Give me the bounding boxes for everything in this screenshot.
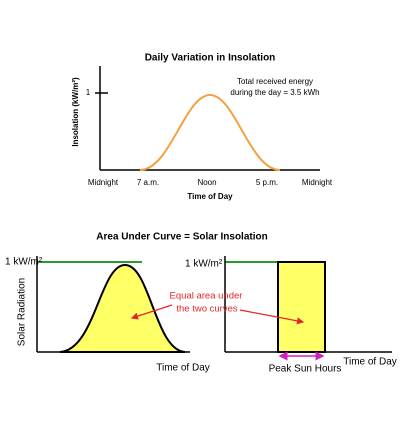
x-tick-label: 7 a.m. [137,178,159,187]
note: the two curves [176,304,237,315]
annotation: Total received energy [237,77,313,86]
x-axis-label: Time of Day [343,357,397,368]
y-tick-label: 1 [86,88,91,97]
note: Equal area under [170,291,243,302]
y-axis-label: Solar Radiation [17,278,28,346]
x-axis-label: Time of Day [187,192,233,201]
title: Area Under Curve = Solar Insolation [96,232,267,243]
span-label: Peak Sun Hours [269,364,342,375]
annotation: during the day = 3.5 kWh [230,88,319,97]
x-axis-label: Time of Day [156,363,210,374]
arrow [130,304,173,320]
level-label: 1 kW/m² [5,257,43,268]
level-label: 1 kW/m² [185,259,223,270]
x-tick-label: 5 p.m. [256,178,278,187]
rect-area [277,261,326,353]
x-tick-label: Midnight [302,178,333,187]
title: Daily Variation in Insolation [145,53,276,64]
y-axis-label: Insolation (kW/m²) [71,77,80,147]
arrow [239,309,305,325]
curve-area [59,263,186,353]
x-tick-label: Noon [197,178,216,187]
curve [139,93,281,171]
x-tick-label: Midnight [88,178,119,187]
